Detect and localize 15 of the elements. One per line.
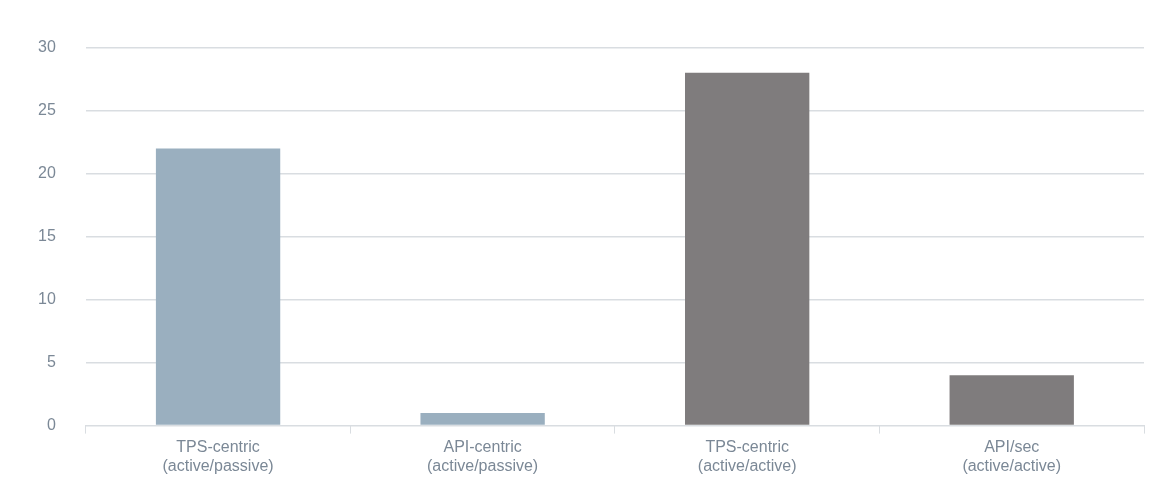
y-tick-label: 30 [38, 38, 56, 56]
y-tick-label: 15 [38, 227, 56, 245]
y-tick-label: 0 [46, 416, 56, 434]
y-tick-label: 5 [46, 353, 56, 371]
y-tick-label: 20 [38, 164, 56, 182]
y-tick-label: 25 [38, 101, 56, 119]
x-tick-label: API/sec (active/active) [962, 437, 1062, 474]
x-tick-label: TPS-centric (active/passive) [162, 437, 274, 474]
y-tick-label: 10 [38, 290, 56, 308]
bar [155, 148, 281, 425]
x-tick-label: TPS-centric (active/active) [697, 437, 797, 474]
bar [420, 413, 545, 425]
bar [685, 72, 810, 425]
x-tick-label: API-centric (active/passive) [427, 437, 539, 474]
bar [949, 375, 1074, 425]
